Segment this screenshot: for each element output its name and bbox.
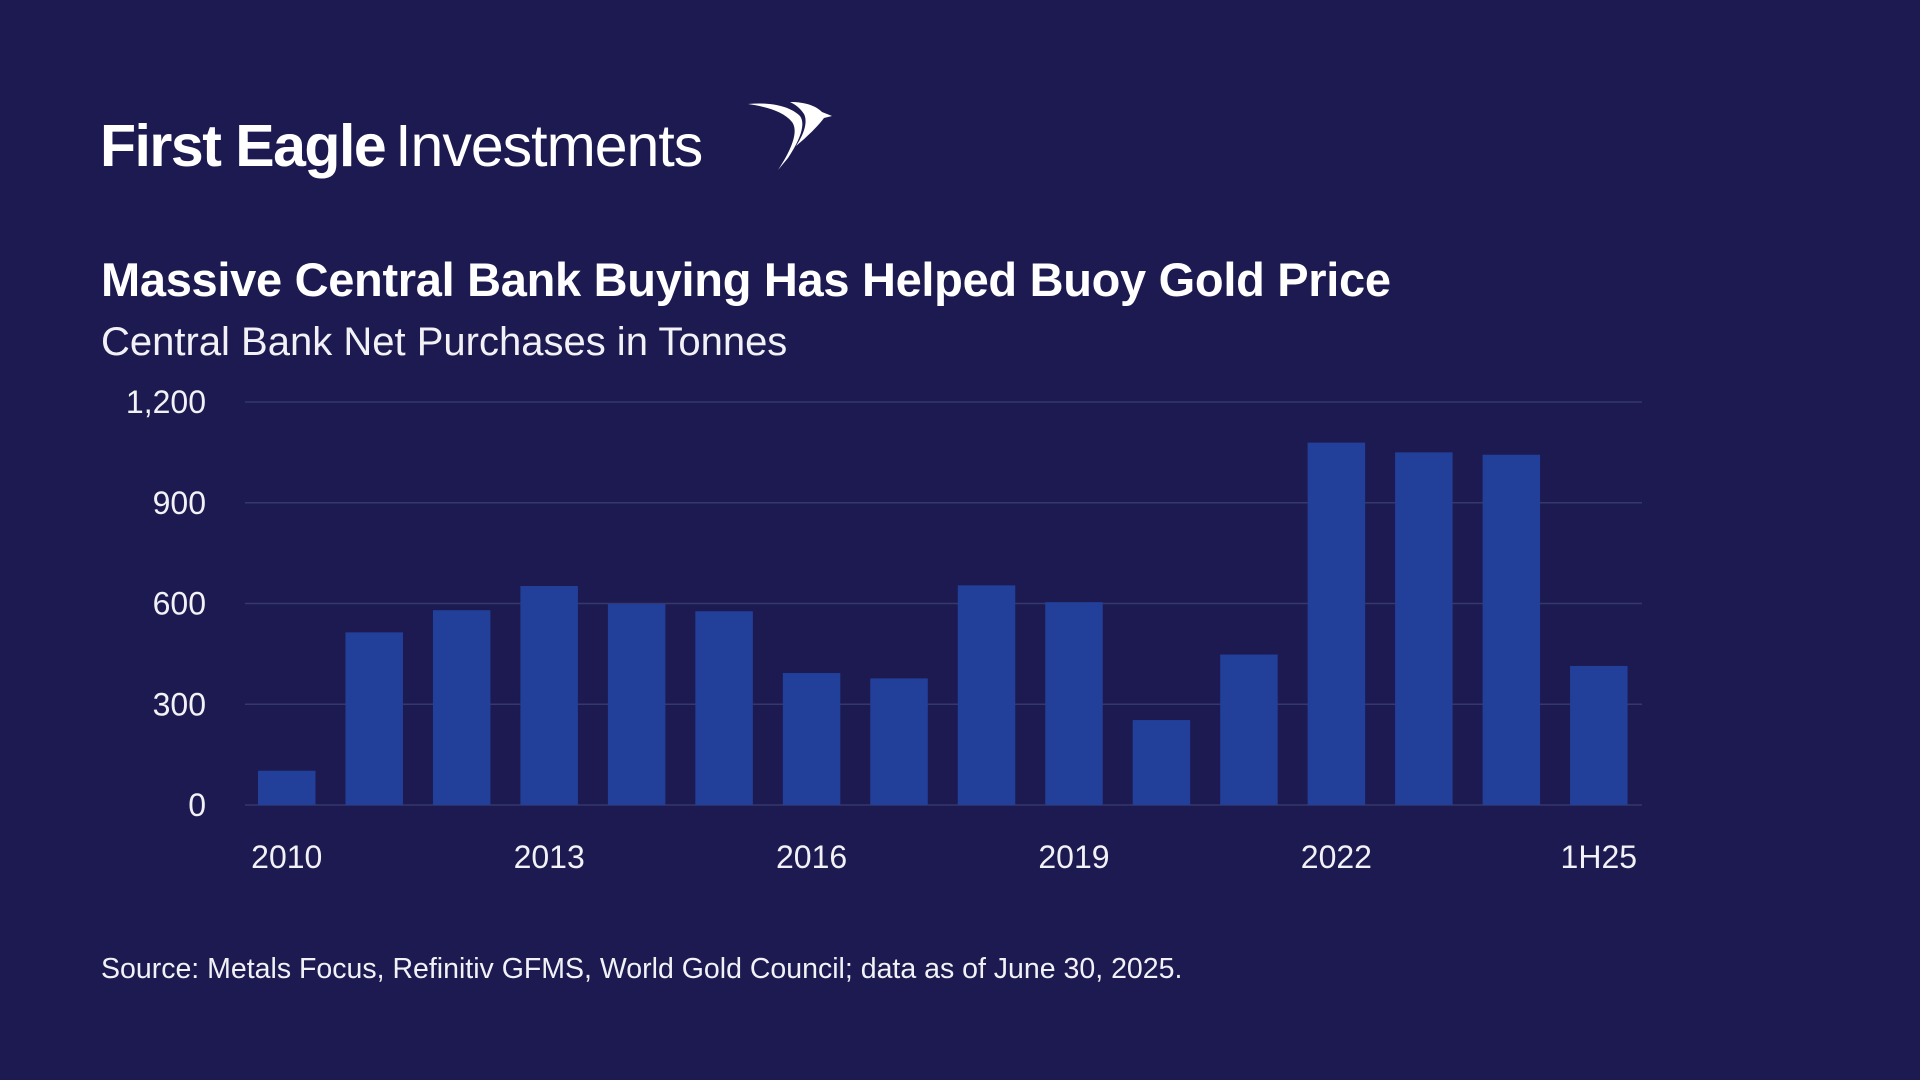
chart-title: Massive Central Bank Buying Has Helped B… xyxy=(101,253,1391,306)
x-tick-label: 1H25 xyxy=(1561,839,1638,875)
bar-2013 xyxy=(520,586,578,805)
bar-2021 xyxy=(1220,654,1278,805)
x-tick-label: 2010 xyxy=(251,839,322,875)
x-tick-label: 2022 xyxy=(1301,839,1372,875)
bar-2012 xyxy=(432,610,491,805)
y-tick-label: 300 xyxy=(153,686,206,722)
bar-2019 xyxy=(1045,602,1103,805)
brand-name-bold: First Eagle xyxy=(100,113,387,179)
source-note: Source: Metals Focus, Refinitiv GFMS, Wo… xyxy=(101,953,1183,985)
bar-2024 xyxy=(1482,454,1541,805)
bar-2022 xyxy=(1307,442,1366,805)
eagle-wing-icon xyxy=(748,102,832,170)
chart-subtitle: Central Bank Net Purchases in Tonnes xyxy=(101,320,788,364)
y-tick-label: 1,200 xyxy=(126,384,206,420)
x-tick-label: 2016 xyxy=(776,839,847,875)
x-tick-label: 2013 xyxy=(514,839,585,875)
x-tick-label: 2019 xyxy=(1038,839,1109,875)
y-tick-label: 900 xyxy=(153,485,206,521)
bar-2018 xyxy=(957,585,1016,805)
bar-2023 xyxy=(1395,452,1453,805)
bar-2010 xyxy=(258,770,316,805)
bar-2011 xyxy=(345,632,403,805)
y-tick-label: 0 xyxy=(188,787,206,823)
bar-2015 xyxy=(695,611,753,805)
brand-name-light: Investments xyxy=(395,113,703,179)
brand-logo: First Eagle Investments xyxy=(100,112,703,182)
y-tick-label: 600 xyxy=(153,586,206,622)
bar-2016 xyxy=(782,673,841,805)
bar-1H25 xyxy=(1570,665,1628,805)
bar-2020 xyxy=(1132,720,1191,805)
bar-2014 xyxy=(607,603,666,805)
bar-2017 xyxy=(870,678,928,805)
